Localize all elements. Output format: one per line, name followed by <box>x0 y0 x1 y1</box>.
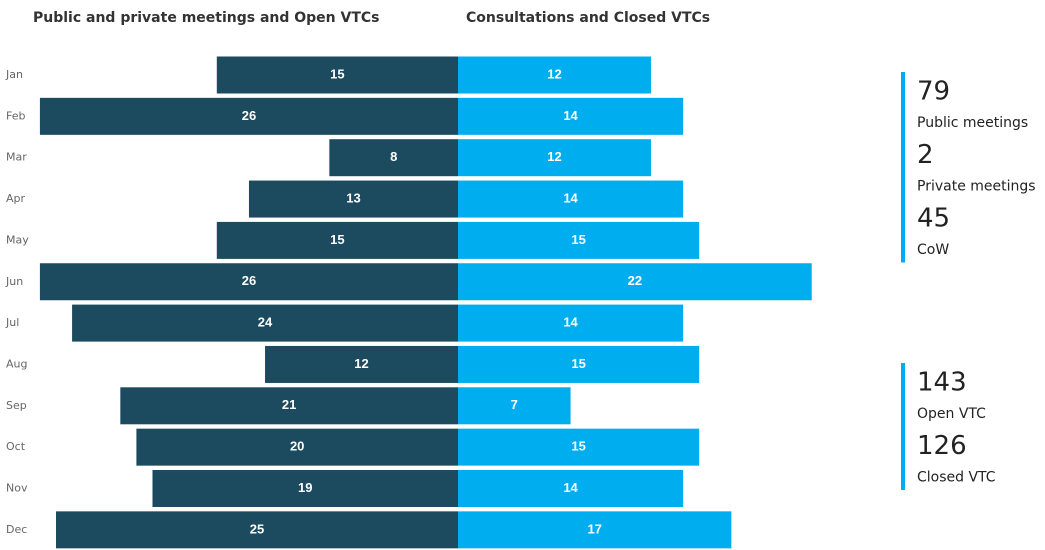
kpi-accent <box>901 72 905 263</box>
value-label: 13 <box>346 190 360 205</box>
bar <box>216 56 458 94</box>
bar <box>458 470 684 507</box>
left-title: Public and private meetings and Open VTC… <box>33 10 380 26</box>
bar <box>458 304 684 342</box>
bar <box>458 139 651 177</box>
value-label: 26 <box>242 273 256 288</box>
kpi-label: Private meetings <box>917 179 1036 195</box>
bar <box>120 387 458 425</box>
bar <box>56 511 458 549</box>
bar <box>458 97 684 135</box>
category-label: Apr <box>6 192 26 205</box>
bar <box>265 345 458 383</box>
kpi-label: CoW <box>917 242 949 258</box>
bar <box>248 180 458 218</box>
category-label: May <box>6 233 29 246</box>
kpi-label: Open VTC <box>917 406 986 422</box>
category-label: Oct <box>6 440 26 453</box>
value-label: 15 <box>571 356 585 371</box>
value-label: 14 <box>563 108 578 123</box>
bar <box>458 221 700 259</box>
category-label: Nov <box>6 482 28 495</box>
category-label: Aug <box>6 357 27 370</box>
category-label: Feb <box>6 109 25 122</box>
kpi-label: Closed VTC <box>917 470 996 486</box>
bar <box>152 470 459 507</box>
kpi-value: 126 <box>917 431 967 461</box>
kpi-accent <box>901 363 905 490</box>
right-title: Consultations and Closed VTCs <box>466 10 710 26</box>
bar <box>458 56 651 94</box>
value-label: 12 <box>354 356 368 371</box>
bar <box>39 97 459 135</box>
category-label: Mar <box>6 151 27 164</box>
value-label: 15 <box>330 232 344 247</box>
category-label: Dec <box>6 523 27 536</box>
value-label: 15 <box>330 66 344 81</box>
value-label: 19 <box>298 480 312 495</box>
category-label: Sep <box>6 399 27 412</box>
bar <box>329 139 458 177</box>
bar <box>458 180 684 218</box>
category-label: Jun <box>5 275 23 288</box>
value-label: 15 <box>571 439 585 454</box>
bar <box>136 428 458 466</box>
value-label: 21 <box>282 397 296 412</box>
category-label: Jul <box>5 316 19 329</box>
kpi-value: 143 <box>917 368 967 398</box>
value-label: 8 <box>390 149 397 164</box>
value-label: 15 <box>571 232 585 247</box>
value-label: 22 <box>628 273 642 288</box>
bar <box>39 263 459 301</box>
bar <box>458 428 700 466</box>
bar <box>458 345 700 383</box>
value-label: 12 <box>547 149 561 164</box>
category-label: Jan <box>5 68 23 81</box>
value-label: 12 <box>547 66 561 81</box>
value-label: 14 <box>563 190 578 205</box>
value-label: 7 <box>511 397 518 412</box>
value-label: 17 <box>587 521 601 536</box>
bar <box>458 387 571 425</box>
kpi-value: 2 <box>917 140 934 170</box>
value-label: 20 <box>290 439 304 454</box>
kpi-label: Public meetings <box>917 115 1028 131</box>
bar <box>458 263 812 301</box>
bar <box>458 511 732 549</box>
kpi-value: 45 <box>917 204 950 234</box>
value-label: 26 <box>242 108 256 123</box>
bar <box>72 304 458 342</box>
value-label: 14 <box>563 480 578 495</box>
value-label: 14 <box>563 315 578 330</box>
value-label: 24 <box>258 315 273 330</box>
bar <box>216 221 458 259</box>
value-label: 25 <box>250 521 264 536</box>
kpi-value: 79 <box>917 77 950 107</box>
